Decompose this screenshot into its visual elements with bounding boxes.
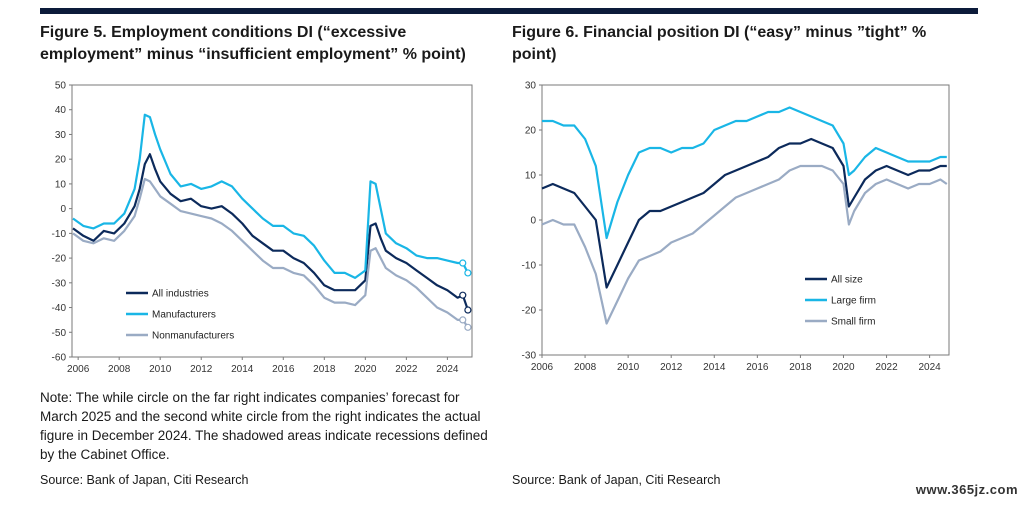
x-tick-label: 2020 — [832, 362, 855, 373]
y-tick-label: 10 — [55, 179, 67, 190]
x-tick-label: 2014 — [231, 364, 254, 375]
y-tick-label: 30 — [55, 130, 67, 141]
x-tick-label: 2008 — [108, 364, 131, 375]
legend-label: Small firm — [831, 317, 875, 328]
x-tick-label: 2010 — [617, 362, 640, 373]
x-tick-label: 2008 — [574, 362, 597, 373]
legend-label: All size — [831, 275, 863, 286]
x-tick-label: 2012 — [660, 362, 683, 373]
legend-label: Nonmanufacturers — [152, 331, 234, 342]
x-tick-label: 2006 — [67, 364, 90, 375]
series-line-nonmanufacturers — [72, 177, 469, 328]
x-tick-label: 2024 — [918, 362, 941, 373]
y-tick-label: -60 — [52, 353, 67, 364]
y-tick-label: 30 — [525, 81, 537, 92]
open-marker — [464, 306, 472, 314]
y-tick-label: 20 — [55, 155, 67, 166]
plot-frame — [71, 84, 473, 358]
x-tick-label: 2016 — [272, 364, 295, 375]
y-tick-label: 0 — [60, 204, 66, 215]
figure6-title: Figure 6. Financial position DI (“easy” … — [512, 24, 927, 63]
series-line-all-industries — [72, 153, 469, 311]
y-tick-label: 10 — [525, 171, 537, 182]
x-tick-label: 2012 — [190, 364, 213, 375]
open-marker — [459, 291, 467, 299]
open-marker — [459, 259, 467, 267]
y-tick-label: -50 — [52, 328, 67, 339]
legend-label: Manufacturers — [152, 310, 216, 321]
legend-label: All industries — [152, 289, 209, 300]
y-tick-label: 50 — [55, 81, 67, 92]
y-tick-label: -10 — [52, 229, 67, 240]
open-marker — [464, 323, 472, 331]
x-tick-label: 2022 — [395, 364, 418, 375]
y-tick-label: -30 — [522, 351, 537, 362]
y-tick-label: 0 — [530, 216, 536, 227]
figure5-note: Note: The while circle on the far right … — [40, 390, 488, 462]
figure5-title: Figure 5. Employment conditions DI (“exc… — [40, 24, 466, 63]
series-line-all-size — [541, 137, 947, 289]
y-tick-label: -10 — [522, 261, 537, 272]
x-tick-label: 2022 — [875, 362, 898, 373]
y-tick-label: -30 — [52, 278, 67, 289]
series-line-small-firm — [541, 164, 948, 325]
x-tick-label: 2018 — [313, 364, 336, 375]
x-tick-label: 2016 — [746, 362, 769, 373]
series-line-manufacturers — [72, 113, 469, 279]
watermark: www.365jz.com — [915, 482, 1018, 497]
y-tick-label: -20 — [52, 254, 67, 265]
y-tick-label: -40 — [52, 303, 67, 314]
y-tick-label: -20 — [522, 306, 537, 317]
figure5-source: Source: Bank of Japan, Citi Research — [40, 473, 249, 487]
legend-label: Large firm — [831, 296, 876, 307]
x-tick-label: 2018 — [789, 362, 812, 373]
y-tick-label: 40 — [55, 105, 67, 116]
x-tick-label: 2010 — [149, 364, 172, 375]
series-line-large-firm — [542, 106, 947, 240]
x-tick-label: 2020 — [354, 364, 377, 375]
x-tick-label: 2006 — [531, 362, 554, 373]
top-rule — [40, 8, 978, 14]
figure6-source: Source: Bank of Japan, Citi Research — [512, 473, 721, 487]
x-tick-label: 2024 — [436, 364, 459, 375]
open-marker — [459, 316, 467, 324]
y-tick-label: 20 — [525, 126, 537, 137]
open-marker — [464, 269, 472, 277]
x-tick-label: 2014 — [703, 362, 726, 373]
